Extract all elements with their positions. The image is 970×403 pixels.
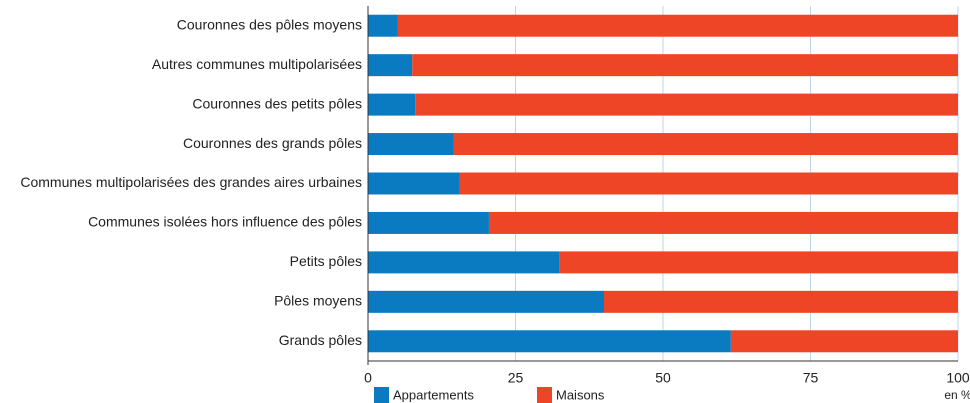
bar [453, 133, 958, 156]
bar [415, 93, 958, 116]
y-tick-label: Couronnes des pôles moyens [177, 16, 362, 32]
bar [368, 251, 560, 274]
y-tick-label: Autres communes multipolarisées [152, 56, 362, 72]
bar [397, 14, 958, 37]
bar [368, 330, 731, 353]
bar [730, 330, 958, 353]
x-tick-label: 100 [946, 370, 970, 386]
y-tick-label: Communes isolées hors influence des pôle… [88, 214, 362, 230]
x-tick-label: 0 [364, 370, 372, 386]
bar [368, 14, 398, 37]
bar [368, 133, 454, 156]
bar [559, 251, 958, 274]
bar [604, 290, 958, 313]
x-tick-label: 25 [508, 370, 524, 386]
bar [368, 211, 489, 234]
legend-label: Maisons [556, 387, 605, 402]
bar [412, 54, 958, 77]
x-axis-label: en % [944, 388, 970, 402]
legend-swatch [374, 387, 389, 403]
bar [368, 290, 604, 313]
y-tick-label: Pôles moyens [274, 293, 362, 309]
legend-label: Appartements [393, 387, 474, 402]
bar [488, 211, 958, 234]
x-tick-label: 75 [803, 370, 819, 386]
bar [368, 172, 460, 195]
y-tick-label: Couronnes des grands pôles [183, 135, 362, 151]
legend-swatch [537, 387, 552, 403]
bar [368, 54, 413, 77]
bar [368, 93, 416, 116]
bar [459, 172, 958, 195]
y-tick-label: Communes multipolarisées des grandes air… [20, 174, 362, 190]
y-tick-label: Grands pôles [279, 332, 362, 348]
y-tick-label: Petits pôles [290, 253, 362, 269]
y-tick-label: Couronnes des petits pôles [192, 95, 362, 111]
x-tick-label: 50 [655, 370, 671, 386]
